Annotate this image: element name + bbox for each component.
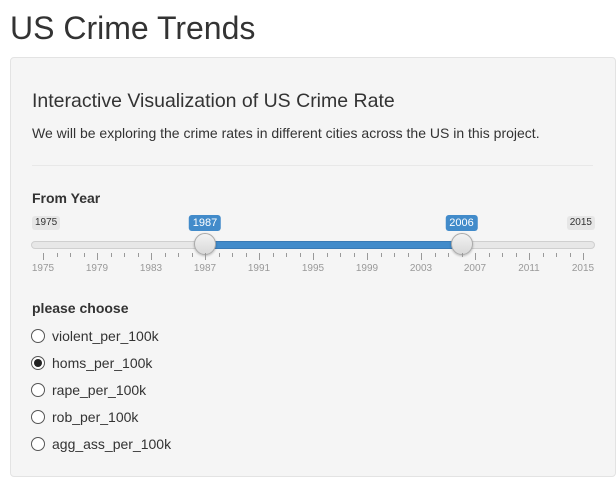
slider-minor-tick	[407, 253, 409, 257]
slider-major-tick	[43, 253, 44, 260]
radio-option-agg-ass[interactable]: agg_ass_per_100k	[31, 434, 331, 454]
slider-minor-tick	[448, 253, 449, 257]
slider-tick-label: 1983	[139, 263, 163, 274]
slider-tick-label: 1999	[355, 263, 379, 274]
slider-min-label: 1975	[32, 216, 61, 230]
slider-minor-tick	[340, 253, 341, 257]
slider-minor-tick	[245, 253, 247, 257]
radio-option-label: homs_per_100k	[52, 355, 153, 371]
slider-tick-label: 1995	[301, 263, 325, 274]
slider-tick-label: 2011	[518, 263, 540, 274]
radio-button[interactable]	[31, 356, 45, 370]
year-slider-label: From Year	[32, 190, 101, 206]
slider-tick-label: 1987	[193, 263, 217, 274]
slider-minor-tick	[110, 253, 112, 257]
slider-major-tick	[475, 253, 476, 260]
slider-minor-tick	[542, 253, 544, 257]
radio-option-label: agg_ass_per_100k	[52, 436, 172, 452]
slider-minor-tick	[191, 253, 193, 257]
slider-major-tick	[367, 253, 368, 260]
slider-to-value: 2006	[445, 215, 478, 231]
slider-major-tick	[529, 253, 530, 260]
slider-minor-tick	[326, 253, 328, 257]
panel-description: We will be exploring the crime rates in …	[32, 125, 540, 141]
slider-major-tick	[583, 253, 584, 260]
slider-minor-tick	[137, 253, 139, 257]
radio-option-rape[interactable]: rape_per_100k	[31, 380, 331, 400]
slider-minor-tick	[299, 253, 301, 257]
slider-minor-tick	[70, 253, 71, 257]
radio-option-homs[interactable]: homs_per_100k	[31, 353, 331, 373]
slider-tick-label: 1975	[31, 263, 55, 274]
slider-tick-label: 2003	[409, 263, 433, 274]
slider-major-tick	[313, 253, 314, 260]
slider-minor-tick	[434, 253, 436, 257]
crime-choice-label: please choose	[32, 300, 129, 316]
slider-major-tick	[421, 253, 422, 260]
slider-grid: 1975 1979 1983 1987 1991 1995 1999 2003 2007 2011…	[31, 253, 597, 283]
slider-minor-tick	[394, 253, 395, 257]
slider-minor-tick	[164, 253, 166, 257]
sidebar-panel: Interactive Visualization of US Crime Ra…	[10, 57, 616, 477]
slider-minor-tick	[515, 253, 517, 257]
slider-minor-tick	[380, 253, 382, 257]
radio-option-label: rape_per_100k	[52, 382, 147, 398]
slider-tick-label: 1991	[247, 263, 271, 274]
slider-major-tick	[259, 253, 260, 260]
page-title: US Crime Trends	[10, 10, 256, 46]
divider	[32, 165, 593, 166]
year-range-slider[interactable]: 1975 2015 1987 2006 1975 1979 1983 1987 1991…	[31, 213, 597, 283]
slider-major-tick	[151, 253, 152, 260]
slider-minor-tick	[178, 253, 179, 257]
slider-major-tick	[97, 253, 98, 260]
slider-minor-tick	[353, 253, 355, 257]
slider-major-tick	[205, 253, 206, 260]
slider-from-value: 1987	[188, 215, 222, 231]
radio-option-label: rob_per_100k	[52, 409, 139, 425]
slider-max-label: 2015	[566, 216, 595, 230]
slider-tick-label: 2015	[571, 263, 595, 274]
slider-minor-tick	[488, 253, 490, 257]
slider-selected-range[interactable]	[205, 241, 462, 249]
slider-minor-tick	[83, 253, 85, 257]
radio-button[interactable]	[31, 329, 45, 343]
slider-from-handle[interactable]	[194, 233, 216, 255]
slider-minor-tick	[569, 253, 571, 257]
slider-minor-tick	[556, 253, 557, 257]
radio-button[interactable]	[31, 437, 45, 451]
radio-option-rob[interactable]: rob_per_100k	[31, 407, 331, 427]
slider-minor-tick	[218, 253, 220, 257]
radio-option-violent[interactable]: violent_per_100k	[31, 326, 331, 346]
slider-minor-tick	[232, 253, 233, 257]
radio-button[interactable]	[31, 383, 45, 397]
panel-heading: Interactive Visualization of US Crime Ra…	[32, 90, 395, 112]
slider-minor-tick	[272, 253, 274, 257]
slider-to-handle[interactable]	[450, 233, 473, 255]
slider-minor-tick	[461, 253, 463, 257]
slider-tick-label: 1979	[85, 263, 109, 274]
radio-option-label: violent_per_100k	[52, 328, 159, 344]
radio-button[interactable]	[31, 410, 45, 424]
slider-minor-tick	[56, 253, 58, 257]
slider-tick-label: 2007	[463, 263, 487, 274]
slider-minor-tick	[124, 253, 125, 257]
slider-minor-tick	[286, 253, 287, 257]
slider-minor-tick	[502, 253, 503, 257]
